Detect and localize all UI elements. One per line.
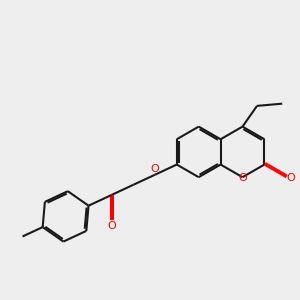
Text: O: O	[150, 164, 159, 174]
Text: O: O	[286, 173, 295, 183]
Text: O: O	[238, 173, 247, 183]
Text: O: O	[107, 221, 116, 231]
